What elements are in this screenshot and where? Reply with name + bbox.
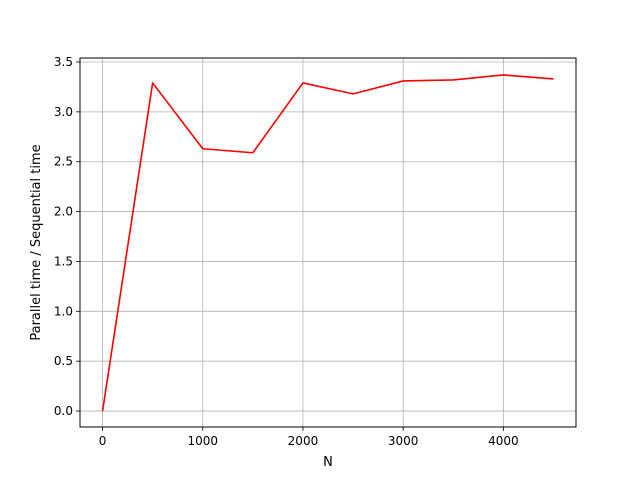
x-tick-label: 2000	[288, 434, 319, 448]
y-axis-ticks: 0.0 0.5 1.0 1.5 2.0 2.5 3.0 3.5	[54, 55, 80, 418]
y-tick-label: 1.0	[54, 304, 73, 318]
x-axis-label: N	[323, 455, 333, 470]
grid-lines	[80, 58, 576, 427]
y-tick-label: 2.5	[54, 155, 73, 169]
y-tick-label: 0.0	[54, 404, 73, 418]
y-tick-label: 3.5	[54, 55, 73, 69]
x-axis-ticks: 0 1000 2000 3000 4000	[99, 427, 519, 448]
y-tick-label: 0.5	[54, 354, 73, 368]
y-axis-label: Parallel time / Sequential time	[29, 144, 44, 340]
x-tick-label: 4000	[488, 434, 519, 448]
x-tick-label: 1000	[187, 434, 218, 448]
y-tick-label: 1.5	[54, 254, 73, 268]
plot-frame	[80, 58, 576, 427]
y-tick-label: 3.0	[54, 105, 73, 119]
x-tick-label: 0	[99, 434, 107, 448]
x-tick-label: 3000	[388, 434, 419, 448]
series-layer	[103, 75, 554, 411]
y-tick-label: 2.0	[54, 205, 73, 219]
series-line	[103, 75, 554, 411]
